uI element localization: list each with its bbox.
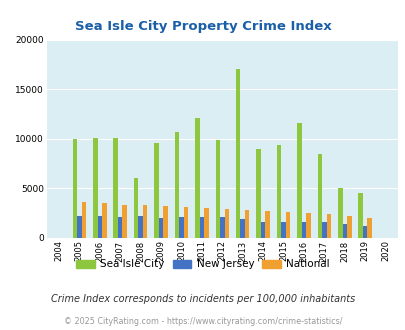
Bar xyxy=(276,145,281,238)
Bar xyxy=(326,214,330,238)
Bar xyxy=(154,143,158,238)
Bar xyxy=(281,222,285,238)
Bar xyxy=(113,138,118,238)
Bar xyxy=(122,205,127,238)
Bar xyxy=(118,217,122,238)
Bar xyxy=(301,222,305,238)
Bar xyxy=(362,226,367,238)
Bar xyxy=(163,207,167,238)
Bar xyxy=(199,217,204,238)
Bar xyxy=(244,210,249,238)
Bar xyxy=(337,188,342,238)
Bar xyxy=(183,208,188,238)
Text: © 2025 CityRating.com - https://www.cityrating.com/crime-statistics/: © 2025 CityRating.com - https://www.city… xyxy=(64,317,341,326)
Legend: Sea Isle City, New Jersey, National: Sea Isle City, New Jersey, National xyxy=(72,255,333,274)
Bar xyxy=(97,216,102,238)
Bar xyxy=(134,178,138,238)
Bar xyxy=(77,216,81,238)
Bar xyxy=(321,222,326,238)
Bar xyxy=(305,214,310,238)
Bar xyxy=(204,209,208,238)
Bar xyxy=(195,118,199,238)
Bar xyxy=(342,224,346,238)
Bar xyxy=(256,149,260,238)
Bar xyxy=(143,205,147,238)
Bar xyxy=(179,217,183,238)
Bar xyxy=(235,69,240,238)
Bar xyxy=(358,193,362,238)
Bar xyxy=(265,211,269,238)
Bar xyxy=(174,132,179,238)
Bar xyxy=(72,139,77,238)
Bar xyxy=(220,217,224,238)
Bar xyxy=(285,213,290,238)
Bar xyxy=(102,203,106,238)
Bar xyxy=(93,138,97,238)
Text: Sea Isle City Property Crime Index: Sea Isle City Property Crime Index xyxy=(75,20,330,33)
Text: Crime Index corresponds to incidents per 100,000 inhabitants: Crime Index corresponds to incidents per… xyxy=(51,294,354,304)
Bar xyxy=(138,216,143,238)
Bar xyxy=(317,154,321,238)
Bar xyxy=(81,202,86,238)
Bar xyxy=(215,140,220,238)
Bar xyxy=(240,219,244,238)
Bar xyxy=(367,218,371,238)
Bar xyxy=(260,222,265,238)
Bar xyxy=(158,218,163,238)
Bar xyxy=(296,123,301,238)
Bar xyxy=(346,216,351,238)
Bar xyxy=(224,209,228,238)
